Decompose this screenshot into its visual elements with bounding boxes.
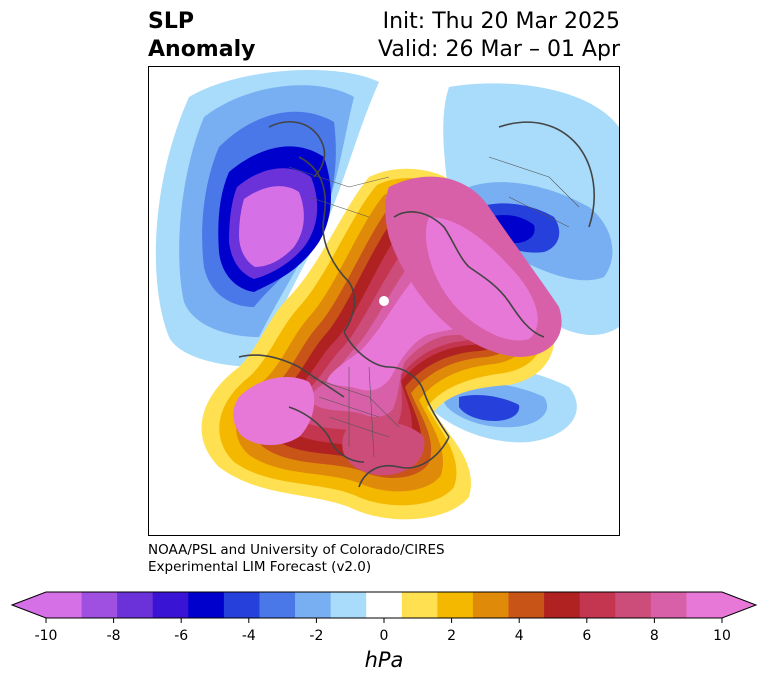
colorbar-segment — [330, 592, 367, 618]
colorbar-over-arrow — [722, 592, 756, 618]
colorbar-tick-label: -8 — [106, 628, 121, 644]
forecast-dates: Init: Thu 20 Mar 2025 Valid: 26 Mar – 01… — [378, 8, 620, 64]
colorbar-segments — [46, 592, 723, 618]
colorbar-segment — [295, 592, 332, 618]
colorbar-segment — [117, 592, 154, 618]
map-title: SLP Anomaly — [148, 8, 255, 64]
credit-line-1: NOAA/PSL and University of Colorado/CIRE… — [148, 542, 445, 558]
unit-label: hPa — [364, 648, 404, 672]
colorbar-segment — [579, 592, 616, 618]
colorbar-segment — [508, 592, 545, 618]
colorbar-segment — [46, 592, 83, 618]
colorbar-segment — [81, 592, 118, 618]
colorbar-tick-label: 10 — [713, 628, 731, 644]
colorbar-tick-label: 8 — [649, 628, 659, 644]
colorbar-segment — [223, 592, 260, 618]
borders — [288, 156, 580, 458]
colorbar-segment — [259, 592, 296, 618]
colorbar-segment — [366, 592, 403, 618]
data-credit: NOAA/PSL and University of Colorado/CIRE… — [148, 542, 445, 576]
positive-anomaly-arctic-lobe — [385, 176, 562, 357]
colorbar-segment — [401, 592, 438, 618]
colorbar-segment — [437, 592, 474, 618]
pole-marker — [379, 296, 389, 306]
colorbar-segment — [472, 592, 510, 618]
colorbar-tick-label: -4 — [241, 628, 256, 644]
colorbar-segment — [615, 592, 652, 618]
coastlines — [238, 121, 595, 488]
title-variable: SLP — [148, 9, 194, 34]
anomaly-map — [155, 70, 619, 520]
colorbar-tick-label: -6 — [174, 628, 189, 644]
colorbar-tick-label: 6 — [582, 628, 592, 644]
colorbar-tick-label: 4 — [514, 628, 524, 644]
valid-range: Valid: 26 Mar – 01 Apr — [378, 37, 620, 62]
colorbar-segment — [152, 592, 189, 618]
title-field: Anomaly — [148, 37, 256, 62]
colorbar-under-arrow — [12, 592, 46, 618]
colorbar-segment — [686, 592, 723, 618]
map-panel — [148, 66, 620, 536]
colorbar-tick-label: 0 — [379, 628, 389, 644]
colorbar-segment — [544, 592, 581, 618]
credit-line-2: Experimental LIM Forecast (v2.0) — [148, 559, 372, 575]
colorbar-tick-label: -10 — [34, 628, 58, 644]
colorbar-tick-label: -2 — [309, 628, 324, 644]
colorbar — [10, 591, 758, 623]
colorbar-segment — [650, 592, 687, 618]
colorbar-tick-label: 2 — [447, 628, 457, 644]
colorbar-segment — [188, 592, 225, 618]
init-date: Init: Thu 20 Mar 2025 — [382, 9, 620, 34]
